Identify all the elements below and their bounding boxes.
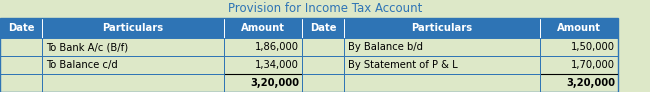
Bar [224,74,302,92]
Bar [42,38,224,56]
Bar [344,38,540,56]
Text: Particulars: Particulars [103,23,164,33]
Text: 1,50,000: 1,50,000 [571,42,615,52]
Text: 1,70,000: 1,70,000 [571,60,615,70]
Bar [0,38,42,56]
Bar [0,18,42,38]
Text: To Balance c/d: To Balance c/d [46,60,118,70]
Bar [42,74,224,92]
Bar [540,56,618,74]
Bar [302,38,344,56]
Bar [302,74,344,92]
Text: 1,86,000: 1,86,000 [255,42,299,52]
Text: Amount: Amount [241,23,285,33]
Text: Amount: Amount [557,23,601,33]
Bar [42,56,224,74]
Bar [540,18,618,38]
Text: Date: Date [8,23,34,33]
Bar [0,56,42,74]
Bar [0,18,618,92]
Bar [344,56,540,74]
Text: Provision for Income Tax Account: Provision for Income Tax Account [227,2,422,15]
Text: By Balance b/d: By Balance b/d [348,42,423,52]
Text: By Statement of P & L: By Statement of P & L [348,60,458,70]
Text: Particulars: Particulars [411,23,473,33]
Text: To Bank A/c (B/f): To Bank A/c (B/f) [46,42,128,52]
Bar [224,38,302,56]
Bar [540,74,618,92]
Bar [344,74,540,92]
Text: 3,20,000: 3,20,000 [250,78,299,88]
Bar [344,18,540,38]
Bar [42,18,224,38]
Bar [302,56,344,74]
Text: 1,34,000: 1,34,000 [255,60,299,70]
Bar [0,74,42,92]
Bar [540,38,618,56]
Text: 3,20,000: 3,20,000 [566,78,615,88]
Text: Date: Date [310,23,336,33]
Bar [224,56,302,74]
Bar [302,18,344,38]
Bar [224,18,302,38]
